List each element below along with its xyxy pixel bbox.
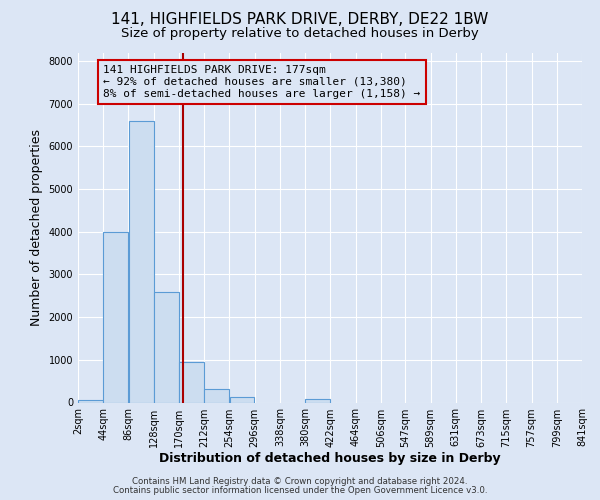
Text: 141 HIGHFIELDS PARK DRIVE: 177sqm
← 92% of detached houses are smaller (13,380)
: 141 HIGHFIELDS PARK DRIVE: 177sqm ← 92% … xyxy=(103,66,421,98)
Y-axis label: Number of detached properties: Number of detached properties xyxy=(30,129,43,326)
X-axis label: Distribution of detached houses by size in Derby: Distribution of detached houses by size … xyxy=(159,452,501,466)
Text: 141, HIGHFIELDS PARK DRIVE, DERBY, DE22 1BW: 141, HIGHFIELDS PARK DRIVE, DERBY, DE22 … xyxy=(112,12,488,28)
Bar xyxy=(179,362,204,403)
Bar xyxy=(78,400,103,402)
Text: Size of property relative to detached houses in Derby: Size of property relative to detached ho… xyxy=(121,28,479,40)
Bar xyxy=(103,232,128,402)
Bar xyxy=(305,399,330,402)
Text: Contains HM Land Registry data © Crown copyright and database right 2024.: Contains HM Land Registry data © Crown c… xyxy=(132,477,468,486)
Bar xyxy=(128,121,154,402)
Text: Contains public sector information licensed under the Open Government Licence v3: Contains public sector information licen… xyxy=(113,486,487,495)
Bar xyxy=(154,292,179,403)
Bar xyxy=(230,397,254,402)
Bar xyxy=(205,389,229,402)
